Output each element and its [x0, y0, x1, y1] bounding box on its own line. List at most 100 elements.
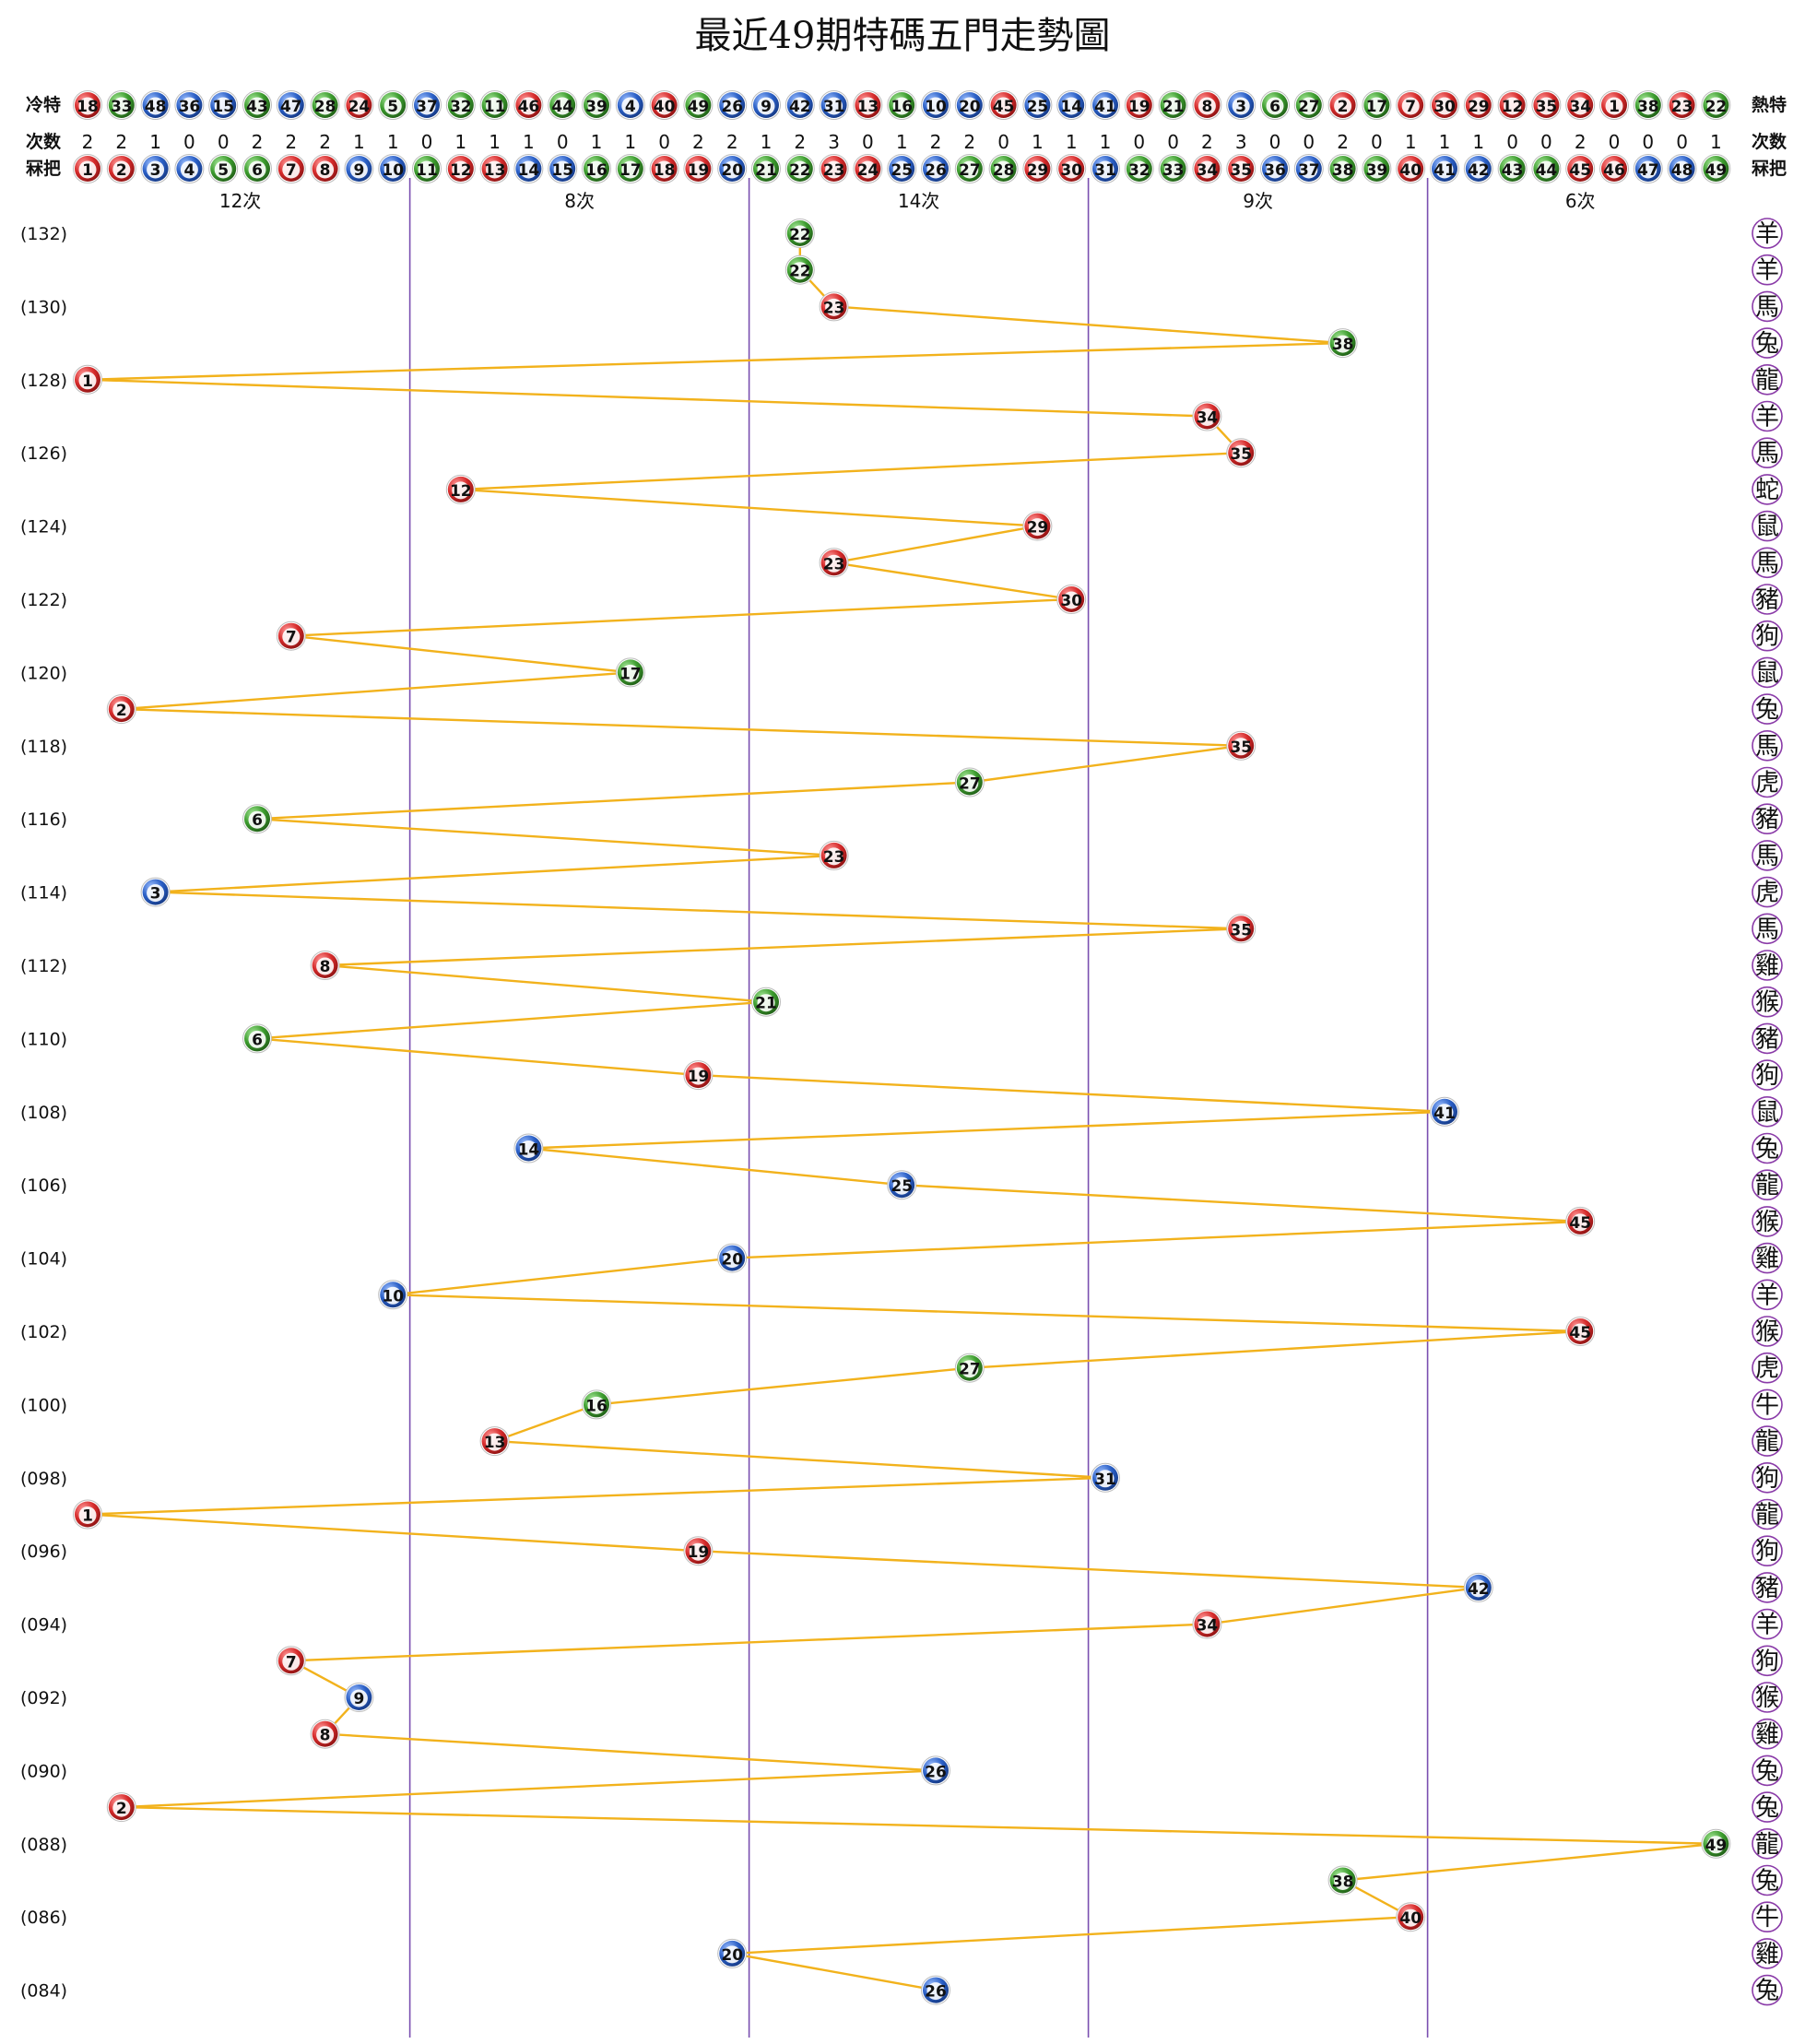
count-value: 0 — [1269, 131, 1281, 153]
draw-ball: 7 — [276, 620, 306, 651]
cold-hot-ball-number: 48 — [145, 98, 167, 116]
zodiac-badge: 兔 — [1752, 1132, 1783, 1164]
number-ball-number: 23 — [823, 161, 845, 180]
draw-ball: 21 — [751, 987, 781, 1017]
zodiac-badge: 牛 — [1752, 1388, 1783, 1421]
cold-hot-ball-number: 42 — [789, 98, 811, 116]
number-ball-number: 38 — [1332, 161, 1354, 180]
draw-ball: 22 — [785, 254, 815, 285]
number-ball-number: 25 — [891, 161, 913, 180]
cold-hot-ball: 2 — [1327, 90, 1358, 120]
cold-hot-ball: 17 — [1362, 90, 1392, 120]
cold-hot-ball-number: 11 — [484, 98, 506, 116]
zodiac-badge: 馬 — [1752, 547, 1783, 579]
zodiac-badge: 豬 — [1752, 584, 1783, 615]
trend-segment — [528, 1110, 1445, 1150]
zodiac-badge: 雞 — [1752, 1242, 1783, 1274]
count-value: 0 — [557, 131, 569, 153]
number-ball-number: 7 — [286, 161, 297, 180]
count-label: 次数 — [26, 131, 62, 152]
cold-hot-ball-number: 10 — [925, 98, 947, 116]
draw-ball-number: 35 — [1230, 738, 1252, 757]
number-ball-number: 26 — [925, 161, 947, 180]
draw-ball-number: 7 — [286, 629, 297, 647]
draw-ball-number: 17 — [619, 665, 642, 683]
period-label: (084) — [20, 1981, 67, 2002]
count-value: 1 — [523, 131, 535, 153]
zodiac-text: 猴 — [1755, 989, 1779, 1017]
trend-segment — [833, 561, 1072, 601]
number-ball-number: 42 — [1468, 161, 1490, 180]
number-ball: 8 — [310, 154, 340, 183]
cold-hot-ball-number: 37 — [416, 98, 438, 116]
cold-hot-ball: 33 — [106, 90, 136, 120]
count-value: 2 — [726, 131, 738, 153]
zodiac-badge: 羊 — [1752, 218, 1783, 249]
cold-hot-ball: 21 — [1158, 90, 1188, 120]
draw-ball-number: 3 — [150, 885, 161, 904]
draw-ball-number: 45 — [1569, 1324, 1591, 1342]
zodiac-badge: 虎 — [1752, 1352, 1783, 1384]
cold-hot-ball-number: 44 — [551, 98, 573, 116]
trend-segment — [393, 1294, 1581, 1333]
number-ball-number: 35 — [1230, 161, 1252, 180]
group-total: 12次 — [219, 190, 261, 212]
count-value: 1 — [387, 131, 399, 153]
number-ball-number: 46 — [1603, 161, 1625, 180]
draw-ball: 22 — [785, 219, 815, 248]
hot-label: 熱特 — [1752, 94, 1787, 115]
cold-hot-ball: 44 — [548, 90, 578, 120]
draw-ball-number: 10 — [382, 1287, 404, 1306]
period-label: (090) — [20, 1761, 67, 1781]
number-ball: 14 — [513, 154, 544, 183]
trend-segment — [256, 1037, 699, 1077]
count-value: 0 — [1609, 131, 1621, 153]
draw-ball-number: 23 — [823, 848, 845, 867]
cold-hot-ball-number: 26 — [721, 98, 743, 116]
count-value: 0 — [1167, 131, 1179, 153]
zodiac-badge: 虎 — [1752, 766, 1783, 798]
draw-ball: 41 — [1430, 1096, 1459, 1127]
period-label: (130) — [20, 297, 67, 317]
number-ball-number: 45 — [1569, 161, 1591, 180]
number-ball: 22 — [785, 154, 815, 183]
zodiac-badge: 羊 — [1752, 1279, 1783, 1311]
draw-ball: 25 — [887, 1170, 917, 1200]
count-value: 3 — [1235, 131, 1247, 153]
number-ball: 34 — [1192, 154, 1222, 183]
number-ball: 7 — [276, 154, 306, 183]
zodiac-column: 羊羊馬兔龍羊馬蛇鼠馬豬狗鼠兔馬虎豬馬虎馬雞猴豬狗鼠兔龍猴雞羊猴虎牛龍狗龍狗豬羊狗… — [1752, 218, 1783, 2006]
number-ball: 9 — [344, 154, 374, 183]
number-ball-number: 4 — [183, 161, 195, 180]
draw-ball-number: 38 — [1332, 1873, 1354, 1892]
draw-ball: 3 — [140, 877, 171, 907]
cold-hot-ball: 14 — [1056, 90, 1087, 120]
draw-ball: 16 — [582, 1389, 611, 1420]
number-ball-number: 39 — [1366, 161, 1388, 180]
cold-hot-ball: 40 — [649, 90, 679, 120]
number-ball-number: 44 — [1536, 161, 1558, 180]
draw-ball-number: 42 — [1468, 1580, 1490, 1599]
zodiac-text: 猴 — [1755, 1684, 1779, 1712]
zodiac-text: 羊 — [1755, 404, 1779, 431]
draw-ball: 6 — [242, 1023, 272, 1054]
number-ball-number: 14 — [518, 161, 540, 180]
zodiac-badge: 兔 — [1752, 1974, 1783, 2006]
draw-ball: 27 — [954, 767, 985, 798]
number-ball-number: 3 — [150, 161, 161, 180]
trend-segment — [87, 341, 1343, 381]
number-ball-number: 21 — [755, 161, 777, 180]
trend-segment — [731, 1952, 937, 1991]
zodiac-text: 羊 — [1755, 1282, 1779, 1309]
draw-ball-number: 23 — [823, 299, 845, 317]
cold-hot-ball: 16 — [887, 90, 917, 120]
draw-ball: 1 — [73, 1499, 102, 1530]
cold-hot-ball-number: 24 — [348, 98, 371, 116]
zodiac-badge: 兔 — [1752, 1755, 1783, 1787]
cold-hot-ball-number: 2 — [1338, 98, 1349, 116]
cold-hot-ball-number: 35 — [1536, 98, 1558, 116]
draw-ball-number: 34 — [1197, 409, 1219, 428]
cold-hot-ball: 43 — [242, 90, 272, 120]
cold-hot-ball: 25 — [1022, 90, 1053, 120]
draw-ball: 26 — [921, 1755, 950, 1786]
